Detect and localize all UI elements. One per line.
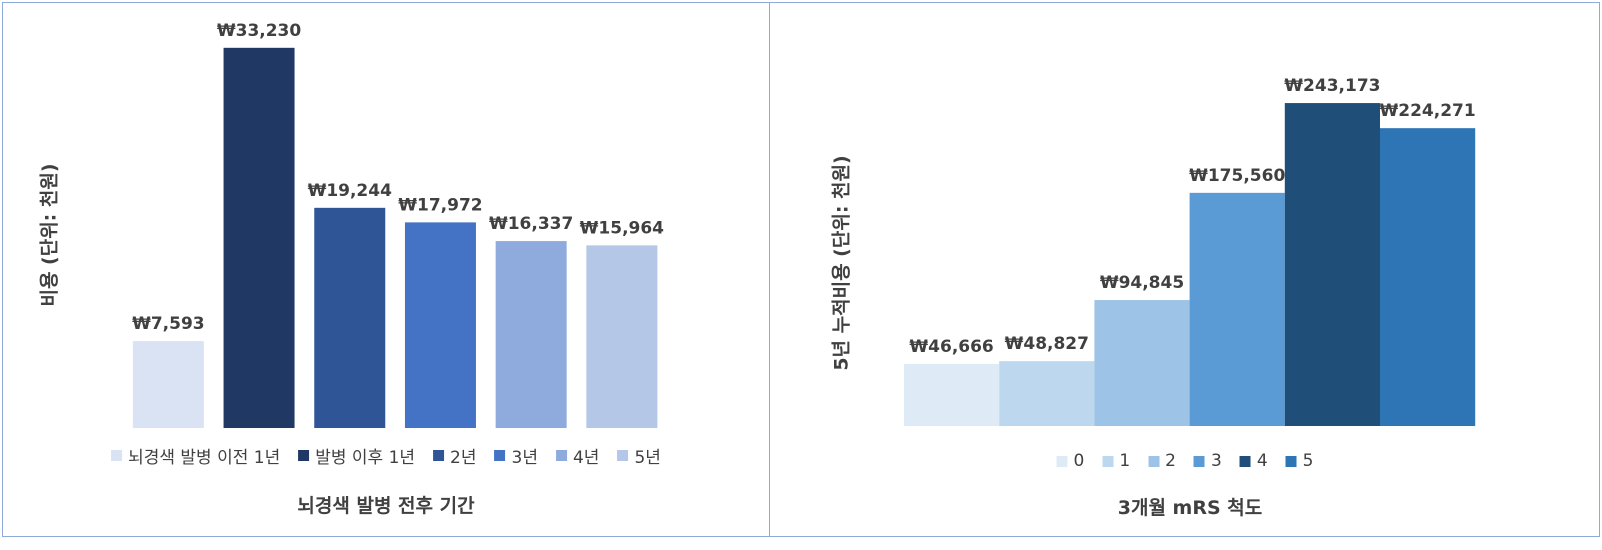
legend-swatch <box>494 450 506 461</box>
legend-item-5: 5년 <box>617 443 661 468</box>
bar-3 <box>404 222 476 428</box>
legend-label: 2 <box>1165 451 1176 471</box>
x-axis-title: 뇌경색 발병 전후 기간 <box>297 495 475 517</box>
legend-swatch <box>1056 455 1068 467</box>
bar-3 <box>1189 192 1285 426</box>
legend-item-5: 5 <box>1285 451 1314 471</box>
data-label-4: ₩243,173 <box>1284 76 1380 96</box>
chart-panel-cost-by-period: 비용 (단위: 천원) ₩7,593 ₩33,230 ₩19,244 ₩17,972 ₩… <box>2 2 770 537</box>
data-label-2: ₩19,244 <box>308 181 393 201</box>
bar-2 <box>314 207 386 428</box>
legend-item-1: 1 <box>1102 451 1130 471</box>
legend-label: 3년 <box>511 448 538 468</box>
legend-label: 5년 <box>634 448 661 468</box>
legend-label: 3 <box>1211 451 1222 471</box>
legend-item-3: 3 <box>1194 451 1222 471</box>
bar-5 <box>1380 128 1476 426</box>
data-label-1: ₩33,230 <box>217 21 302 41</box>
data-label-1: ₩48,827 <box>1005 334 1089 354</box>
x-axis-title: 3개월 mRS 척도 <box>1117 497 1263 519</box>
legend-item-1: 발병 이후 1년 <box>298 443 415 468</box>
data-label-2: ₩94,845 <box>1100 273 1184 293</box>
data-label-0: ₩7,593 <box>132 314 205 334</box>
data-label-4: ₩16,337 <box>489 214 573 234</box>
legend-item-0: 0 <box>1056 451 1085 471</box>
legend-item-2: 2 <box>1148 451 1176 471</box>
bar-chart-period: ₩7,593 ₩33,230 ₩19,244₩17,972 ₩16,337 ₩15,96… <box>132 21 665 429</box>
legend-item-4: 4년 <box>555 443 600 468</box>
legend-item-3: 3년 <box>494 443 538 468</box>
data-label-5: ₩15,964 <box>580 218 665 238</box>
bar-1 <box>223 47 295 429</box>
legend-item-2: 2년 <box>433 443 477 468</box>
legend-item-0: 뇌경색 발병 이전 1년 <box>111 443 280 468</box>
bar-0 <box>132 341 204 428</box>
legend-label: 2년 <box>450 448 477 468</box>
legend-label: 뇌경색 발병 이전 1년 <box>128 448 281 468</box>
bar-5 <box>586 245 658 428</box>
data-label-3: ₩17,972 <box>398 195 482 215</box>
legend-swatch <box>1102 455 1114 467</box>
bar-0 <box>904 364 1000 426</box>
legend: 0 1 2 3 4 5 <box>1056 451 1314 471</box>
bar-1 <box>999 361 1095 426</box>
bar-chart-mrs: ₩46,666 ₩48,827 ₩94,845 ₩175,560 ₩243,173₩22… <box>904 76 1476 426</box>
legend-swatch <box>617 450 629 461</box>
legend-label: 4 <box>1256 451 1268 471</box>
bar-2 <box>1094 300 1190 426</box>
legend-swatch <box>298 450 310 461</box>
legend-label: 1 <box>1119 451 1131 471</box>
legend-swatch <box>433 450 445 461</box>
legend-label: 0 <box>1073 451 1085 471</box>
legend-label: 5 <box>1302 451 1314 471</box>
data-label-5: ₩224,271 <box>1380 101 1476 121</box>
legend-label: 발병 이후 1년 <box>315 448 416 468</box>
legend-label: 4년 <box>572 448 600 468</box>
legend-swatch <box>1239 455 1251 467</box>
legend-swatch <box>111 450 123 461</box>
chart-panel-cost-by-mrs: 5년 누적비용 (단위: 천원) ₩46,666 ₩48,827 ₩94,845 ₩1… <box>769 2 1600 537</box>
bar-4 <box>1284 103 1380 426</box>
legend-item-4: 4 <box>1239 451 1268 471</box>
data-label-0: ₩46,666 <box>909 337 993 357</box>
legend-swatch <box>1194 455 1205 467</box>
data-label-3: ₩175,560 <box>1189 166 1285 186</box>
legend-swatch <box>555 450 567 461</box>
legend-swatch <box>1148 455 1160 467</box>
bar-4 <box>495 241 567 428</box>
legend: 뇌경색 발병 이전 1년 발병 이후 1년 2년 3년 4년 5년 <box>111 443 661 468</box>
legend-swatch <box>1285 455 1297 467</box>
